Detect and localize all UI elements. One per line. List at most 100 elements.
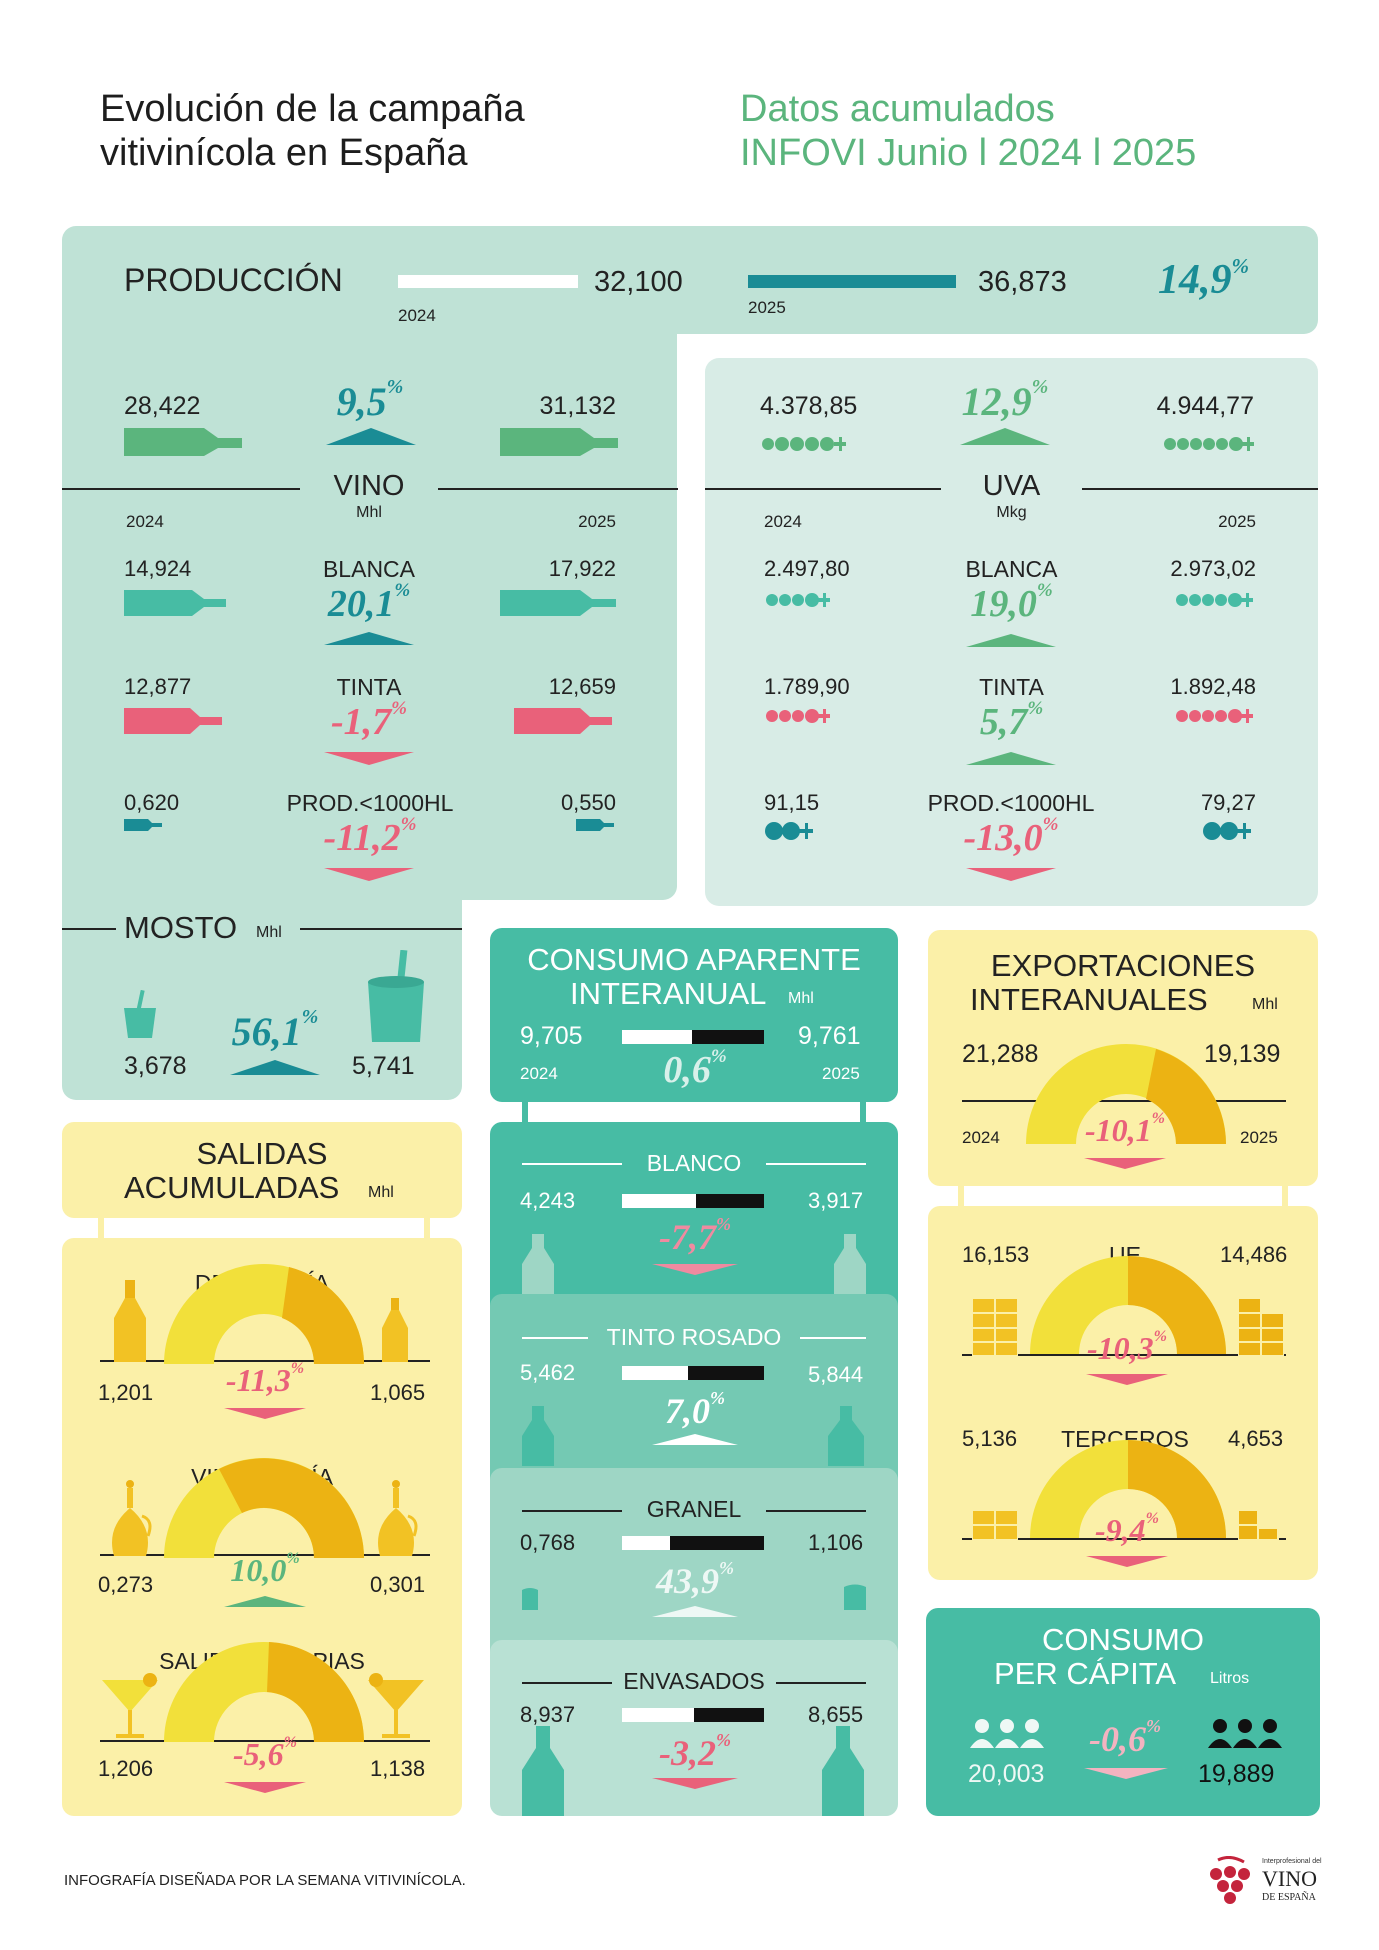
baseline: [962, 1354, 1286, 1356]
uva-prod-pct: -13,0%: [963, 814, 1059, 859]
grape-icon: [762, 437, 846, 451]
boxes-icon: [972, 1510, 1018, 1540]
consumo-aparente-year2: 2025: [822, 1064, 860, 1083]
bottle-icon: [522, 1234, 554, 1294]
cocktail-glass-icon: [368, 1673, 424, 1738]
vino-blanca-pct: 20,1%: [327, 580, 411, 625]
connector: [98, 1218, 104, 1238]
divider: [776, 1682, 866, 1684]
uva-tinta-pct: 5,7%: [979, 698, 1044, 743]
gauge: [1026, 1044, 1226, 1144]
down-arrow-icon: [1086, 1556, 1168, 1567]
page-subtitle-line1: Datos acumulados: [740, 88, 1055, 130]
cruet-icon: [378, 1480, 418, 1556]
tinto-label: TINTO ROSADO: [606, 1324, 782, 1350]
gauge: [1030, 1440, 1226, 1538]
uva-tinta-v1: 1.789,90: [764, 674, 850, 699]
bottle-icon: [522, 1406, 554, 1466]
up-arrow-icon: [652, 1606, 738, 1617]
bottle-icon: [124, 428, 242, 456]
grape-icon: [1176, 709, 1253, 723]
bottle-icon: [124, 590, 226, 616]
connector: [860, 1100, 866, 1124]
tinto-pct: 7,0%: [665, 1388, 725, 1431]
blanco-v1: 4,243: [520, 1188, 576, 1213]
granel-card: [490, 1468, 898, 1668]
envasados-pct: -3,2%: [659, 1730, 731, 1773]
vino-blanca-v1: 14,924: [124, 556, 192, 581]
small-bottle-icon: [576, 819, 614, 831]
boxes-icon: [972, 1298, 1018, 1356]
bottle-icon: [822, 1726, 864, 1816]
vino-year2: 2025: [578, 512, 616, 531]
down-arrow-icon: [966, 868, 1056, 881]
footer-credit: INFOGRAFÍA DISEÑADA POR LA SEMANA VITIVI…: [64, 1872, 466, 1889]
vino-unit: Mhl: [356, 504, 382, 521]
propias-v2: 1,138: [370, 1756, 426, 1781]
boxes-icon: [1238, 1510, 1279, 1540]
terceros-pct: -9,4%: [1095, 1510, 1159, 1548]
per-capita-v1: 20,003: [968, 1760, 1045, 1788]
logo-small-text: Interprofesional del: [1262, 1858, 1322, 1865]
terceros-v1: 5,136: [962, 1426, 1018, 1451]
connector: [958, 1186, 964, 1206]
up-arrow-icon: [652, 1434, 738, 1445]
produccion-value2: 36,873: [978, 266, 1067, 298]
ue-v2: 14,486: [1220, 1242, 1288, 1267]
envasados-v2: 8,655: [808, 1702, 864, 1727]
up-arrow-icon: [224, 1596, 306, 1607]
uva-total-v1: 4.378,85: [760, 392, 858, 420]
produccion-bar-2024: [398, 275, 578, 288]
down-arrow-icon: [224, 1782, 306, 1793]
terceros-v2: 4,653: [1228, 1426, 1284, 1451]
mosto-unit: Mhl: [256, 924, 282, 941]
uva-blanca-v2: 2.973,02: [1170, 556, 1256, 581]
vino-prod-label: PROD.<1000HL: [286, 790, 454, 816]
bottle-icon: [834, 1234, 866, 1294]
grape-icon: [1176, 593, 1253, 607]
vinagreria-v1: 0,273: [98, 1572, 154, 1597]
salidas-title2: ACUMULADAS: [124, 1170, 340, 1205]
mosto-divider-left: [62, 928, 116, 930]
divider: [766, 1510, 866, 1512]
uva-unit: Mkg: [996, 504, 1027, 521]
divider: [522, 1510, 622, 1512]
uva-year1: 2024: [764, 512, 802, 531]
divider: [522, 1337, 588, 1339]
uva-prod-v1: 91,15: [764, 790, 820, 815]
propias-v1: 1,206: [98, 1756, 154, 1781]
uva-divider-left: [705, 488, 941, 490]
ue-pct: -10,3%: [1087, 1328, 1167, 1366]
vino-tinta-v2: 12,659: [548, 674, 616, 699]
exportaciones-year2: 2025: [1240, 1128, 1278, 1147]
mosto-v1: 3,678: [124, 1052, 187, 1080]
envasados-label: ENVASADOS: [623, 1668, 765, 1694]
blanco-v2: 3,917: [808, 1188, 864, 1213]
baseline: [100, 1360, 430, 1362]
liquor-bottle-icon: [382, 1298, 408, 1362]
cocktail-glass-icon: [102, 1673, 158, 1738]
uva-tinta-v2: 1.892,48: [1170, 674, 1256, 699]
ue-v1: 16,153: [962, 1242, 1030, 1267]
cruet-icon: [112, 1480, 152, 1556]
mosto-v2: 5,741: [352, 1052, 415, 1080]
uva-prod-label: PROD.<1000HL: [927, 790, 1095, 816]
produccion-bar-2025: [748, 275, 956, 288]
down-arrow-icon: [224, 1408, 306, 1419]
tinto-v2: 5,844: [808, 1362, 864, 1387]
produccion-label: PRODUCCIÓN: [124, 262, 343, 298]
divider: [800, 1337, 866, 1339]
down-arrow-icon: [1084, 1158, 1166, 1169]
uva-total-pct: 12,9%: [961, 376, 1049, 424]
uva-label: UVA: [982, 470, 1041, 502]
vino-prod-pct: -11,2%: [323, 814, 417, 859]
uva-blanca-pct: 19,0%: [970, 580, 1053, 625]
vinagreria-pct: 10,0%: [230, 1550, 300, 1588]
bottle-icon: [500, 590, 616, 616]
down-arrow-icon: [652, 1778, 738, 1789]
page-title-line2: vitivinícola en España: [100, 132, 468, 174]
vino-divider-left: [62, 488, 300, 490]
exportaciones-v1: 21,288: [962, 1040, 1039, 1068]
uva-blanca-v1: 2.497,80: [764, 556, 850, 581]
up-arrow-icon: [966, 752, 1056, 765]
